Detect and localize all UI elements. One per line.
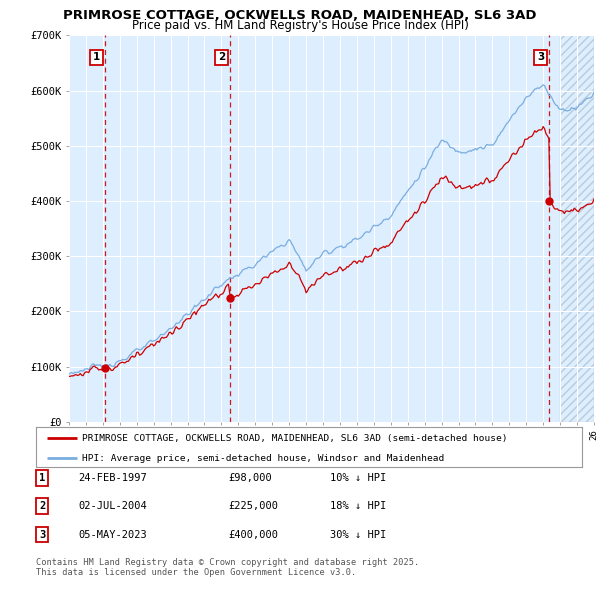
Text: 02-JUL-2004: 02-JUL-2004 bbox=[78, 502, 147, 511]
Text: 2: 2 bbox=[218, 53, 225, 63]
Text: 2: 2 bbox=[39, 502, 45, 511]
Text: PRIMROSE COTTAGE, OCKWELLS ROAD, MAIDENHEAD, SL6 3AD: PRIMROSE COTTAGE, OCKWELLS ROAD, MAIDENH… bbox=[63, 9, 537, 22]
Text: 3: 3 bbox=[537, 53, 544, 63]
Text: 1: 1 bbox=[93, 53, 100, 63]
Text: £98,000: £98,000 bbox=[228, 473, 272, 483]
Text: 05-MAY-2023: 05-MAY-2023 bbox=[78, 530, 147, 539]
Text: 24-FEB-1997: 24-FEB-1997 bbox=[78, 473, 147, 483]
Text: £400,000: £400,000 bbox=[228, 530, 278, 539]
Text: 30% ↓ HPI: 30% ↓ HPI bbox=[330, 530, 386, 539]
Text: PRIMROSE COTTAGE, OCKWELLS ROAD, MAIDENHEAD, SL6 3AD (semi-detached house): PRIMROSE COTTAGE, OCKWELLS ROAD, MAIDENH… bbox=[82, 434, 508, 443]
Text: Price paid vs. HM Land Registry's House Price Index (HPI): Price paid vs. HM Land Registry's House … bbox=[131, 19, 469, 32]
Text: 1: 1 bbox=[39, 473, 45, 483]
Text: 10% ↓ HPI: 10% ↓ HPI bbox=[330, 473, 386, 483]
Bar bbox=[560, 35, 594, 422]
Text: 18% ↓ HPI: 18% ↓ HPI bbox=[330, 502, 386, 511]
Text: £225,000: £225,000 bbox=[228, 502, 278, 511]
Text: 3: 3 bbox=[39, 530, 45, 539]
Text: Contains HM Land Registry data © Crown copyright and database right 2025.
This d: Contains HM Land Registry data © Crown c… bbox=[36, 558, 419, 577]
Text: HPI: Average price, semi-detached house, Windsor and Maidenhead: HPI: Average price, semi-detached house,… bbox=[82, 454, 445, 463]
